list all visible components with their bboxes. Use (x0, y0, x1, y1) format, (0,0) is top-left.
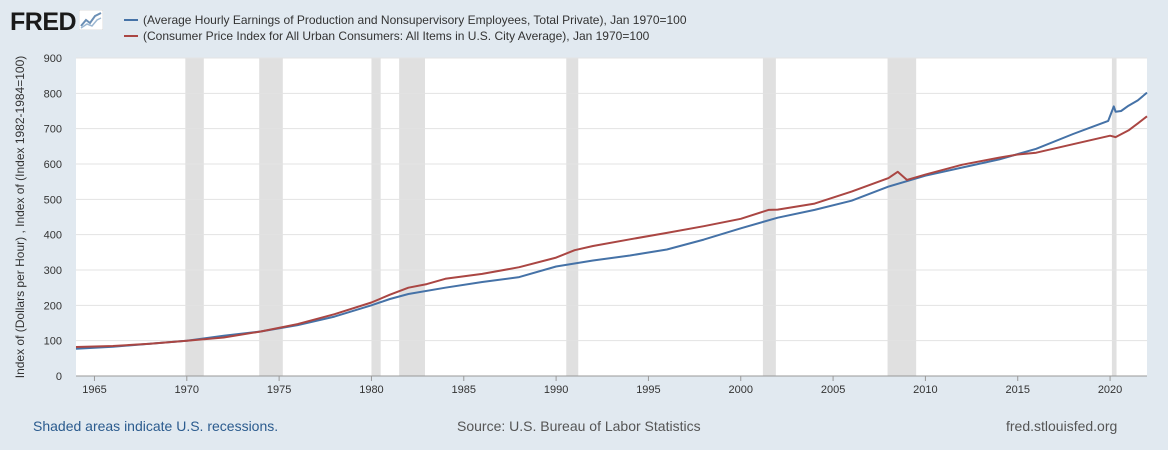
y-tick-label: 600 (44, 159, 62, 171)
recession-band (399, 58, 425, 376)
x-tick-label: 1985 (452, 384, 476, 396)
plot-area (76, 58, 1147, 376)
legend-item-earnings[interactable]: (Average Hourly Earnings of Production a… (124, 12, 687, 28)
x-tick-label: 2020 (1098, 384, 1122, 396)
legend-swatch-earnings (124, 19, 138, 21)
x-tick-label: 2010 (913, 384, 937, 396)
recession-band (259, 58, 283, 376)
series-line-cpi (75, 115, 1148, 348)
y-tick-label: 100 (44, 336, 62, 348)
x-tick-label: 1970 (175, 384, 199, 396)
y-tick-label: 200 (44, 300, 62, 312)
x-tick-label: 2005 (821, 384, 845, 396)
x-tick-label: 1995 (636, 384, 660, 396)
site-link[interactable]: fred.stlouisfed.org (1006, 418, 1118, 434)
recession-band (887, 58, 917, 376)
y-tick-label: 0 (56, 371, 62, 383)
recessions-note: Shaded areas indicate U.S. recessions. (33, 418, 279, 434)
y-tick-label: 900 (44, 53, 62, 65)
recession-band (185, 58, 204, 376)
y-tick-label: 400 (44, 230, 62, 242)
recession-band (1111, 58, 1117, 376)
x-tick-label: 2015 (1005, 384, 1029, 396)
y-tick-label: 300 (44, 265, 62, 277)
recession-band (762, 58, 776, 376)
y-tick-label: 700 (44, 124, 62, 136)
legend-item-cpi[interactable]: (Consumer Price Index for All Urban Cons… (124, 28, 687, 44)
legend-swatch-cpi (124, 35, 138, 37)
logo-text: FRED (10, 8, 77, 36)
line-chart: 0 100 200 300 400 500 600 700 800 900 1965 1970 1975… (44, 53, 1148, 396)
source-text: Source: U.S. Bureau of Labor Statistics (457, 418, 701, 434)
x-tick-label: 1965 (82, 384, 106, 396)
x-tick-label: 1980 (359, 384, 383, 396)
legend: (Average Hourly Earnings of Production a… (124, 12, 687, 44)
y-tick-label: 500 (44, 194, 62, 206)
x-tick-label: 1975 (267, 384, 291, 396)
y-tick-label: 800 (44, 88, 62, 100)
recession-band (371, 58, 381, 376)
legend-label-cpi: (Consumer Price Index for All Urban Cons… (143, 29, 650, 43)
x-tick-label: 2000 (729, 384, 753, 396)
recession-band (566, 58, 579, 376)
legend-label-earnings: (Average Hourly Earnings of Production a… (143, 13, 687, 27)
x-tick-label: 1990 (544, 384, 568, 396)
